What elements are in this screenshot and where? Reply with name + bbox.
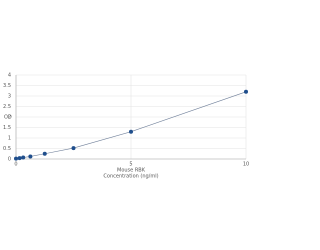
y-tick-label: 1.5 xyxy=(3,125,11,131)
data-point xyxy=(244,89,248,94)
background xyxy=(0,0,250,250)
x-tick-label: 5 xyxy=(129,162,132,168)
x-tick-label: 0 xyxy=(14,162,17,168)
data-point xyxy=(42,151,47,156)
data-point xyxy=(129,129,133,134)
y-tick-label: 0 xyxy=(8,157,11,163)
data-point xyxy=(28,154,33,159)
x-axis-label: Concentration (ng/ml) xyxy=(103,174,158,180)
data-point xyxy=(17,156,22,161)
x-axis-label: Mouse RBK xyxy=(117,168,146,174)
y-tick-label: 0.5 xyxy=(3,146,11,152)
x-tick-label: 10 xyxy=(243,162,249,168)
y-tick-label: 3 xyxy=(8,94,11,100)
y-tick-label: 2.5 xyxy=(3,104,11,110)
y-axis-label: OD xyxy=(4,115,12,121)
data-point xyxy=(21,155,26,160)
y-tick-label: 1 xyxy=(8,136,11,142)
chart: OD Mouse RBK Concentration (ng/ml) 0 0.5 1… xyxy=(0,0,250,250)
y-tick-label: 3.5 xyxy=(3,83,11,89)
data-point xyxy=(14,156,18,161)
data-point xyxy=(71,146,76,151)
y-tick-label: 4 xyxy=(8,73,11,79)
y-tick-label: 2 xyxy=(8,115,11,121)
